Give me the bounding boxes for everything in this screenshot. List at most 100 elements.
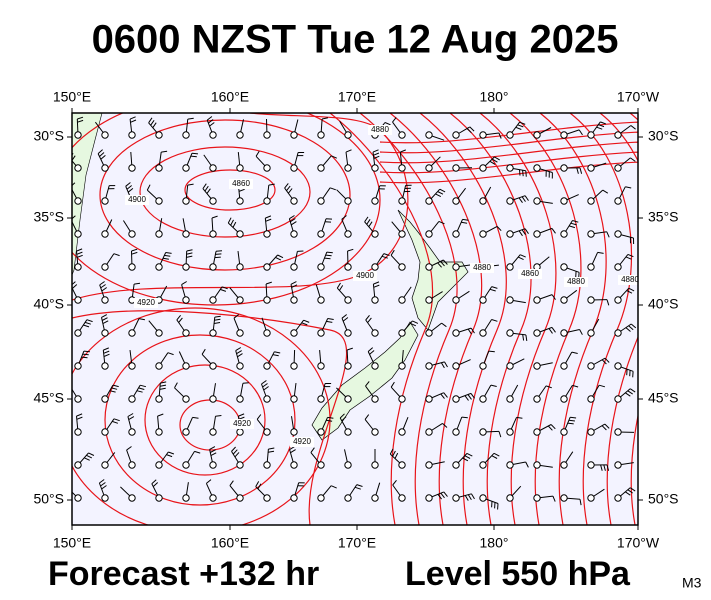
barb-feather: [488, 350, 495, 353]
barb-station: [371, 329, 379, 337]
barb-feather: [629, 388, 636, 393]
barb-station: [317, 395, 325, 403]
contour: [379, 131, 638, 154]
barb-station: [452, 131, 460, 139]
barb-feather: [112, 420, 119, 424]
barb-feather: [365, 314, 370, 321]
barb-station: [209, 164, 217, 172]
barb-feather: [208, 119, 214, 124]
barb-station: [74, 296, 82, 304]
barb-station: [560, 395, 568, 403]
barb-feather: [230, 219, 234, 226]
barb-station: [209, 296, 217, 304]
barb-feather: [238, 188, 245, 192]
barb-station: [533, 164, 541, 172]
barb-station: [236, 461, 244, 469]
barb-station: [263, 461, 271, 469]
barb-station: [344, 164, 352, 172]
barb-feather: [237, 353, 243, 358]
barb-feather: [236, 350, 242, 355]
barb-feather: [68, 151, 71, 156]
barb-station: [290, 461, 298, 469]
barb-feather: [346, 347, 353, 351]
barb-feather: [227, 217, 232, 224]
barb-feather: [571, 351, 578, 354]
barb-station: [398, 263, 406, 271]
barb-feather: [435, 193, 442, 198]
barb-feather: [384, 122, 391, 126]
lon-label-bottom: 170°E: [338, 535, 376, 551]
barb-station: [182, 329, 190, 337]
barb-feather: [373, 281, 380, 285]
barb-station: [506, 131, 514, 139]
barb-feather: [627, 390, 633, 395]
barb-station: [236, 329, 244, 337]
barb-feather: [329, 187, 336, 191]
barb-station: [533, 296, 541, 304]
barb-station: [587, 263, 595, 271]
barb-station: [344, 197, 352, 205]
contour-labels: 4860 4880 4900 4920 4900 4880 4860 4880 4920 4920…: [125, 125, 639, 447]
barb-station: [425, 263, 433, 271]
lat-label-right: 40°S: [648, 296, 679, 312]
barb-feather: [231, 446, 236, 452]
barb-feather: [550, 424, 556, 430]
barb-feather: [88, 452, 95, 456]
barb-station: [263, 230, 271, 238]
contour: [72, 113, 409, 301]
barb-feather: [86, 319, 93, 323]
barb-station: [155, 230, 163, 238]
barb-feather: [491, 319, 498, 322]
barb-feather: [168, 451, 175, 455]
barb-feather: [165, 252, 172, 254]
barb-feather: [400, 149, 406, 153]
barb-feather: [579, 499, 582, 506]
barb-feather: [603, 464, 606, 471]
lat-label-left: 35°S: [33, 209, 64, 225]
barb-station: [344, 263, 352, 271]
title: 0600 NZST Tue 12 Aug 2025: [92, 18, 619, 62]
barb-feather: [440, 261, 445, 267]
barb-feather: [517, 256, 524, 261]
barb-station: [128, 494, 136, 502]
barb-station: [344, 329, 352, 337]
barb-feather: [101, 485, 107, 490]
barb-feather: [257, 483, 262, 490]
barb-station: [479, 362, 487, 370]
contour: [72, 113, 381, 306]
barb-feather: [100, 284, 106, 289]
barb-feather: [470, 327, 475, 334]
barb-feather: [274, 351, 281, 354]
barb-station: [344, 131, 352, 139]
barb-station: [74, 494, 82, 502]
barb-feather: [372, 149, 379, 153]
barb-feather: [206, 479, 212, 484]
barb-feather: [256, 414, 262, 420]
barb-feather: [522, 170, 524, 177]
barb-feather: [627, 253, 634, 258]
barb-feather: [373, 284, 380, 288]
barb-feather: [290, 218, 296, 223]
barb-feather: [518, 230, 523, 237]
barb-station: [425, 428, 433, 436]
barb-feather: [128, 416, 135, 421]
barb-feather: [125, 182, 131, 187]
barb-station: [587, 329, 595, 337]
barb-feather: [290, 281, 297, 285]
barb-feather: [263, 386, 269, 391]
barb-feather: [341, 314, 348, 319]
barb-station: [371, 362, 379, 370]
barb-station: [533, 395, 541, 403]
barb-feather: [215, 415, 222, 417]
barb-station: [101, 395, 109, 403]
barb-feather: [467, 328, 472, 335]
barb-feather: [99, 479, 105, 484]
barb-station: [182, 461, 190, 469]
barb-feather: [498, 431, 502, 438]
barb-station: [236, 428, 244, 436]
barb-feather: [202, 183, 207, 189]
barb-station: [614, 494, 622, 502]
barb-feather: [518, 197, 523, 203]
forecast-label: Forecast +132 hr: [48, 555, 319, 593]
contour-label: 4880: [621, 275, 639, 284]
